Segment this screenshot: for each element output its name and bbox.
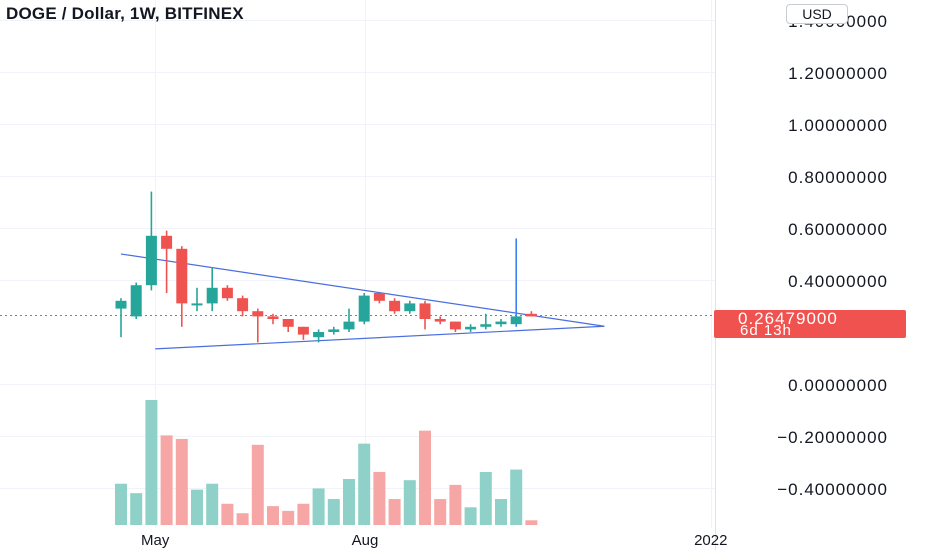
volume-bar <box>175 438 188 525</box>
trendline <box>155 325 605 350</box>
price-tick-label: 0.80000000 <box>788 168 888 187</box>
volume-bar <box>358 443 371 525</box>
time-tick-label: May <box>141 532 170 549</box>
price-tick-label: −0.40000000 <box>777 480 888 499</box>
candlesticks[interactable] <box>115 191 537 343</box>
bar-countdown: 6d 13h <box>740 322 792 339</box>
candle-body <box>252 311 264 317</box>
time-tick-label: 2022 <box>694 532 727 549</box>
candle-body <box>282 319 294 327</box>
volume-bar <box>327 499 340 525</box>
candle-body <box>358 295 370 322</box>
volume-bar <box>343 479 355 525</box>
price-tick-label: 1.20000000 <box>788 64 888 83</box>
volume-bar <box>419 430 431 525</box>
volume-bar <box>373 471 386 525</box>
trendline <box>120 253 605 327</box>
candle-body <box>449 321 461 330</box>
volume-bar <box>464 507 477 525</box>
volume-bar <box>449 484 462 525</box>
price-tick-label: 1.00000000 <box>788 116 888 135</box>
candle-body <box>115 300 127 309</box>
candle-body <box>404 303 416 312</box>
volume-bar <box>145 400 158 525</box>
chart-title: DOGE / Dollar, 1W, BITFINEX <box>6 4 244 23</box>
gridlines <box>0 0 715 528</box>
price-tick-label: −0.20000000 <box>777 428 888 447</box>
volume-bar <box>282 510 295 525</box>
candle-body <box>495 321 507 325</box>
candle-body <box>237 298 249 312</box>
volume-bar <box>251 444 264 525</box>
volume-bar <box>525 520 538 525</box>
price-tick-label: 0.40000000 <box>788 272 888 291</box>
volume-bar <box>312 488 325 525</box>
candle-body <box>465 326 477 330</box>
candle-body <box>176 248 188 304</box>
volume-bar <box>434 499 447 525</box>
price-tick-label: 0.60000000 <box>788 220 888 239</box>
candle-body <box>373 293 385 301</box>
time-axis-labels: May Aug 2022 <box>141 532 727 549</box>
volume-bar <box>403 480 416 525</box>
candle-body <box>267 316 279 319</box>
trendlines[interactable] <box>120 253 605 350</box>
candle-body <box>480 324 492 327</box>
candle-body <box>297 326 309 335</box>
price-tick-label: 0.00000000 <box>788 376 888 395</box>
volume-bar <box>510 469 523 525</box>
candle-body <box>328 329 340 332</box>
candle-body <box>510 316 522 325</box>
volume-bar <box>206 483 219 525</box>
volume-bar <box>160 435 173 525</box>
volume-bar <box>388 499 401 525</box>
candle-body <box>130 285 142 317</box>
candle-body <box>419 303 431 319</box>
volume-bar <box>221 503 234 525</box>
volume-bar <box>191 489 203 525</box>
candle-body <box>145 235 157 286</box>
candle-body <box>206 287 218 304</box>
candle-body <box>191 303 203 306</box>
candle-body <box>389 300 401 312</box>
candle-body <box>343 321 355 330</box>
candle-body <box>221 287 233 299</box>
volume-bar <box>236 513 249 525</box>
volume-bars <box>115 400 538 525</box>
candle-body <box>161 235 173 249</box>
volume-bar <box>479 471 492 525</box>
volume-bar <box>130 493 143 525</box>
volume-bar <box>115 483 127 525</box>
candle-body <box>434 319 446 322</box>
currency-button[interactable]: USD <box>786 4 848 24</box>
last-price-value: 0.26479000 <box>738 309 838 328</box>
time-tick-label: Aug <box>352 532 379 549</box>
volume-bar <box>267 506 279 525</box>
candle-body <box>313 332 325 338</box>
last-price-tag: 0.26479000 6d 13h <box>714 309 906 339</box>
candle-body <box>525 313 537 317</box>
price-axis-labels: 1.400000001.200000001.000000000.80000000… <box>777 12 888 499</box>
volume-bar <box>297 503 310 525</box>
volume-bar <box>495 499 507 525</box>
